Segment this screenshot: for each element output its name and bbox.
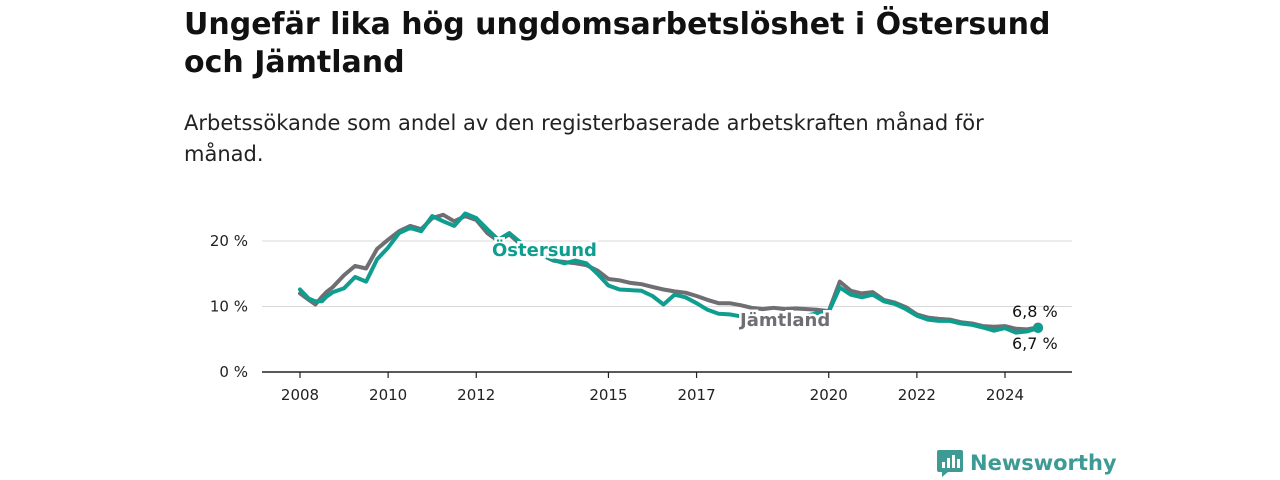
newsworthy-logo-text: Newsworthy	[970, 451, 1117, 475]
end-value-label-jamtland: 6,8 %	[1012, 302, 1058, 321]
x-tick-label: 2020	[810, 386, 848, 404]
x-tick-label: 2008	[281, 386, 319, 404]
x-axis-ticks: 2008 2010 2012 2015 2017 2020 2022 2024	[281, 372, 1024, 404]
series-line-ostersund	[298, 211, 1040, 335]
series-labels: Östersund Jämtland 6,8 % 6,7 %	[490, 237, 1058, 354]
y-axis-ticks: 0 % 10 % 20 %	[210, 232, 248, 381]
y-tick-label: 10 %	[210, 298, 248, 316]
newsworthy-logo[interactable]: Newsworthy	[936, 448, 1117, 478]
y-tick-label: 0 %	[219, 363, 248, 381]
series-line-jamtland	[298, 212, 1040, 332]
series-end-point	[1033, 323, 1044, 334]
newsworthy-logo-icon	[937, 450, 963, 477]
x-tick-label: 2010	[369, 386, 407, 404]
x-tick-label: 2024	[986, 386, 1024, 404]
x-tick-label: 2015	[589, 386, 627, 404]
chart-series	[298, 211, 1044, 335]
y-tick-label: 20 %	[210, 232, 248, 250]
end-value-label-ostersund: 6,7 %	[1012, 334, 1058, 353]
x-tick-label: 2012	[457, 386, 495, 404]
series-label-ostersund: Östersund	[492, 239, 597, 261]
x-tick-label: 2022	[898, 386, 936, 404]
chart-title: Ungefär lika hög ungdomsarbetslöshet i Ö…	[184, 7, 1051, 80]
chart-grid	[262, 240, 1072, 373]
x-tick-label: 2017	[677, 386, 715, 404]
chart-subtitle: Arbetssökande som andel av den registerb…	[184, 111, 984, 166]
series-label-jamtland: Jämtland	[738, 310, 830, 331]
